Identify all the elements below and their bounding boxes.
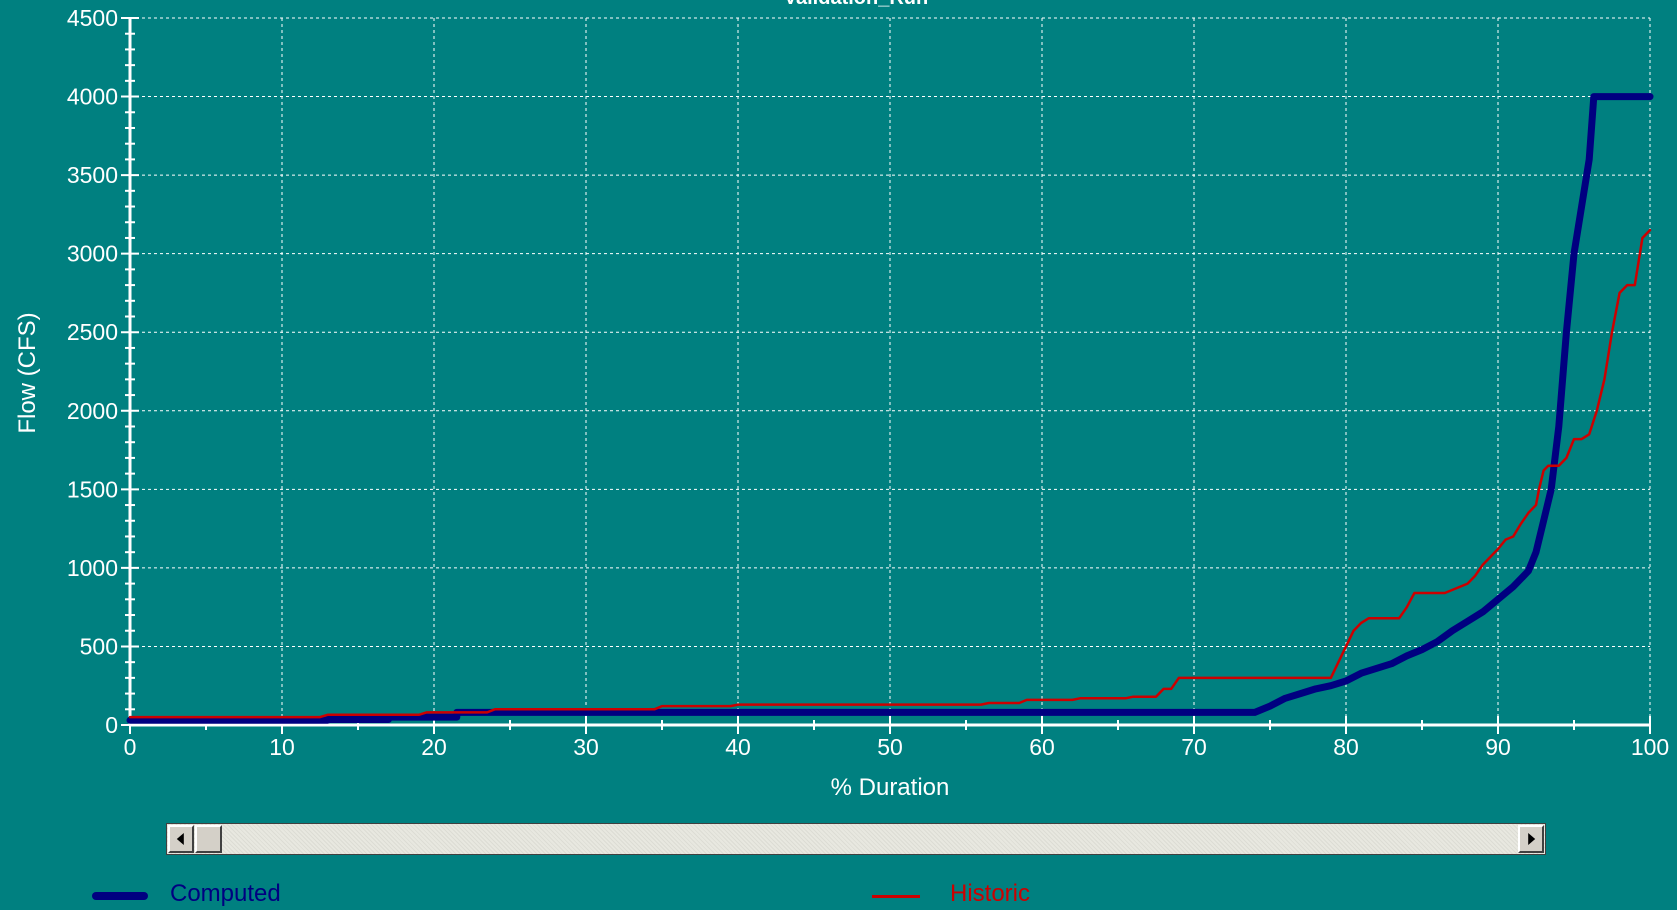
x-axis-title: % Duration [831,774,950,801]
x-tick-label: 0 [124,734,137,760]
scroll-left-button[interactable] [168,825,194,853]
legend-swatch-computed [92,892,148,900]
y-tick-label: 4500 [67,5,118,31]
legend-label-historic: Historic [950,880,1031,907]
y-tick-label: 3000 [67,241,118,267]
y-axis-title: Flow (CFS) [14,312,41,433]
x-tick-label: 30 [573,734,599,760]
y-tick-label: 1000 [67,555,118,581]
y-tick-label: 2500 [67,319,118,345]
x-tick-label: 60 [1029,734,1055,760]
x-tick-label: 70 [1181,734,1207,760]
legend-swatch-historic [872,895,920,898]
arrow-right-icon [1528,833,1536,845]
y-tick-label: 4000 [67,84,118,110]
series-line-computed [126,93,1654,724]
y-tick-label: 3500 [67,162,118,188]
axes: 0 500 1000 1500 2000 2500 3000 3500 4000 4500 0 10 2… [67,5,1669,760]
legend-label-computed: Computed [170,880,281,907]
x-tick-label: 40 [725,734,751,760]
x-tick-label: 20 [421,734,447,760]
scroll-right-button[interactable] [1518,825,1544,853]
series-line-historic [128,228,1652,719]
arrow-left-icon [176,833,184,845]
x-tick-label: 80 [1333,734,1359,760]
series-lines [126,93,1654,724]
x-tick-label: 50 [877,734,903,760]
grid-lines [130,17,1651,725]
y-tick-label: 2000 [67,398,118,424]
y-tick-label: 0 [105,712,118,738]
y-tick-label: 500 [80,633,118,659]
x-tick-label: 10 [269,734,295,760]
horizontal-scrollbar[interactable] [166,823,1546,855]
y-tick-label: 1500 [67,476,118,502]
x-tick-label: 100 [1631,734,1669,760]
chart-title: Validation_Run [784,0,928,9]
scroll-thumb[interactable] [195,825,222,853]
x-tick-label: 90 [1485,734,1511,760]
